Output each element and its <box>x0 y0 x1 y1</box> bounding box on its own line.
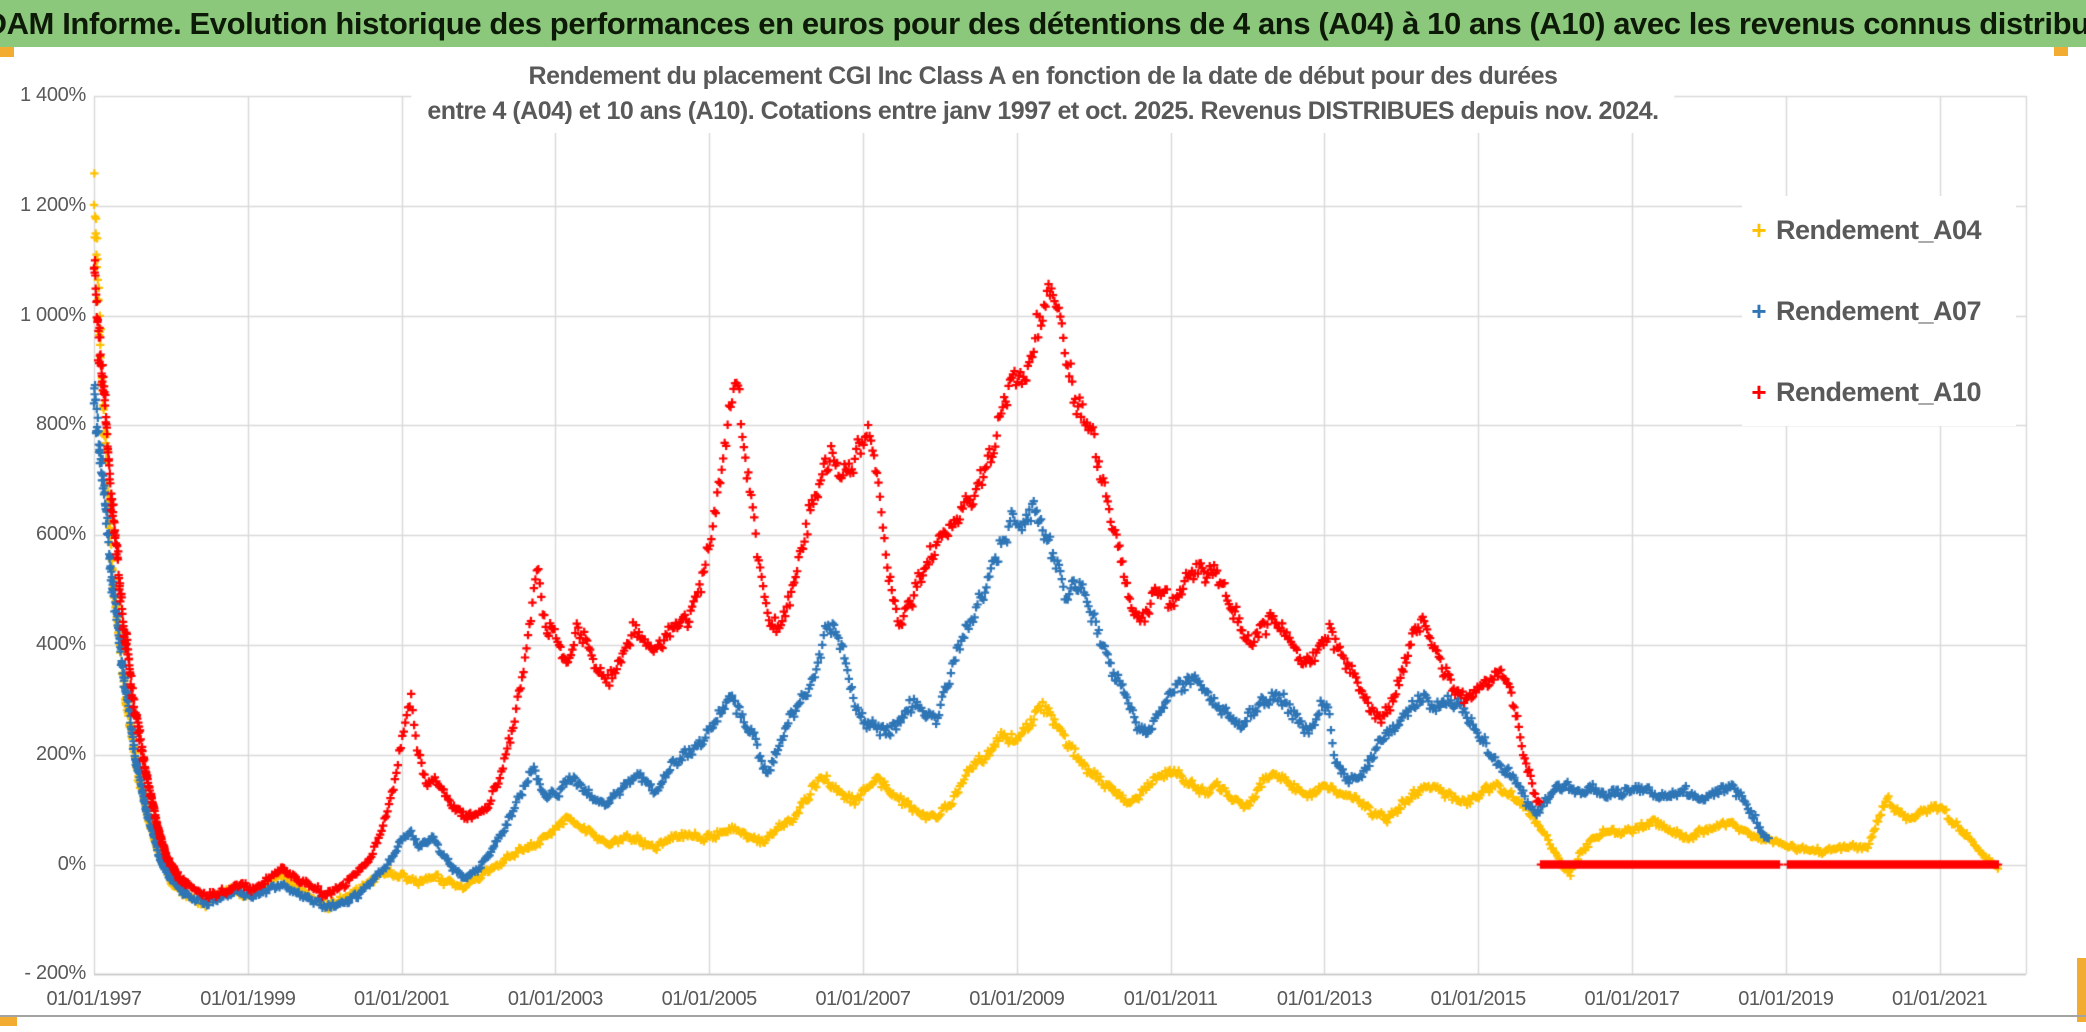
y-tick-label: 600% <box>36 523 86 546</box>
yellow-chip-top-right <box>2054 47 2068 56</box>
legend[interactable]: + Rendement_A04 + Rendement_A07 + Rendement_A… <box>1742 196 2016 426</box>
legend-label: Rendement_A04 <box>1776 214 1982 245</box>
x-tick-label: 01/01/2009 <box>969 988 1065 1010</box>
x-tick-label: 01/01/1997 <box>46 988 142 1010</box>
x-tick-label: 01/01/2017 <box>1584 988 1680 1010</box>
yellow-chip-top-left <box>0 47 14 57</box>
yellow-chip-bottom-right <box>2077 958 2086 1022</box>
chart-title: Rendement du placement CGI Inc Class A e… <box>411 55 1675 133</box>
legend-label: Rendement_A07 <box>1776 295 1982 326</box>
x-tick-label: 01/01/2015 <box>1430 988 1527 1010</box>
chart-title-line2: entre 4 (A04) et 10 ans (A10). Cotations… <box>427 97 1659 125</box>
y-tick-label: 0% <box>57 852 87 875</box>
y-tick-label: 1 200% <box>19 193 86 216</box>
legend-item-rendement_a10[interactable]: + Rendement_A10 <box>1742 364 2016 420</box>
x-tick-label: 01/01/2001 <box>354 988 450 1010</box>
x-tick-label: 01/01/1999 <box>200 988 296 1010</box>
y-tick-label: 800% <box>36 413 86 436</box>
x-tick-label: 01/01/2019 <box>1738 988 1834 1010</box>
y-tick-label: 1 400% <box>19 83 86 106</box>
window-bottom-divider <box>0 1015 2086 1017</box>
x-tick-label: 01/01/2011 <box>1123 988 1218 1010</box>
y-tick-label: 200% <box>36 742 86 765</box>
chart-title-line1: Rendement du placement CGI Inc Class A e… <box>528 62 1558 90</box>
plus-marker-icon: + <box>1751 296 1767 326</box>
x-tick-label: 01/01/2021 <box>1892 988 1988 1010</box>
y-tick-label: 1 000% <box>19 303 86 326</box>
x-tick-label: 01/01/2007 <box>815 988 911 1010</box>
yellow-chip-bottom-left <box>0 1016 17 1026</box>
x-tick-label: 01/01/2005 <box>661 988 758 1010</box>
legend-item-rendement_a04[interactable]: + Rendement_A04 <box>1742 202 2016 258</box>
plus-marker-icon: + <box>1751 215 1767 245</box>
y-tick-label: - 200% <box>24 962 86 985</box>
x-tick-label: 01/01/2003 <box>507 988 604 1010</box>
plus-marker-icon: + <box>1751 377 1767 407</box>
x-tick-label: 01/01/2013 <box>1276 988 1373 1010</box>
y-tick-label: 400% <box>36 632 86 655</box>
legend-item-rendement_a07[interactable]: + Rendement_A07 <box>1742 283 2016 339</box>
legend-label: Rendement_A10 <box>1776 376 1982 407</box>
